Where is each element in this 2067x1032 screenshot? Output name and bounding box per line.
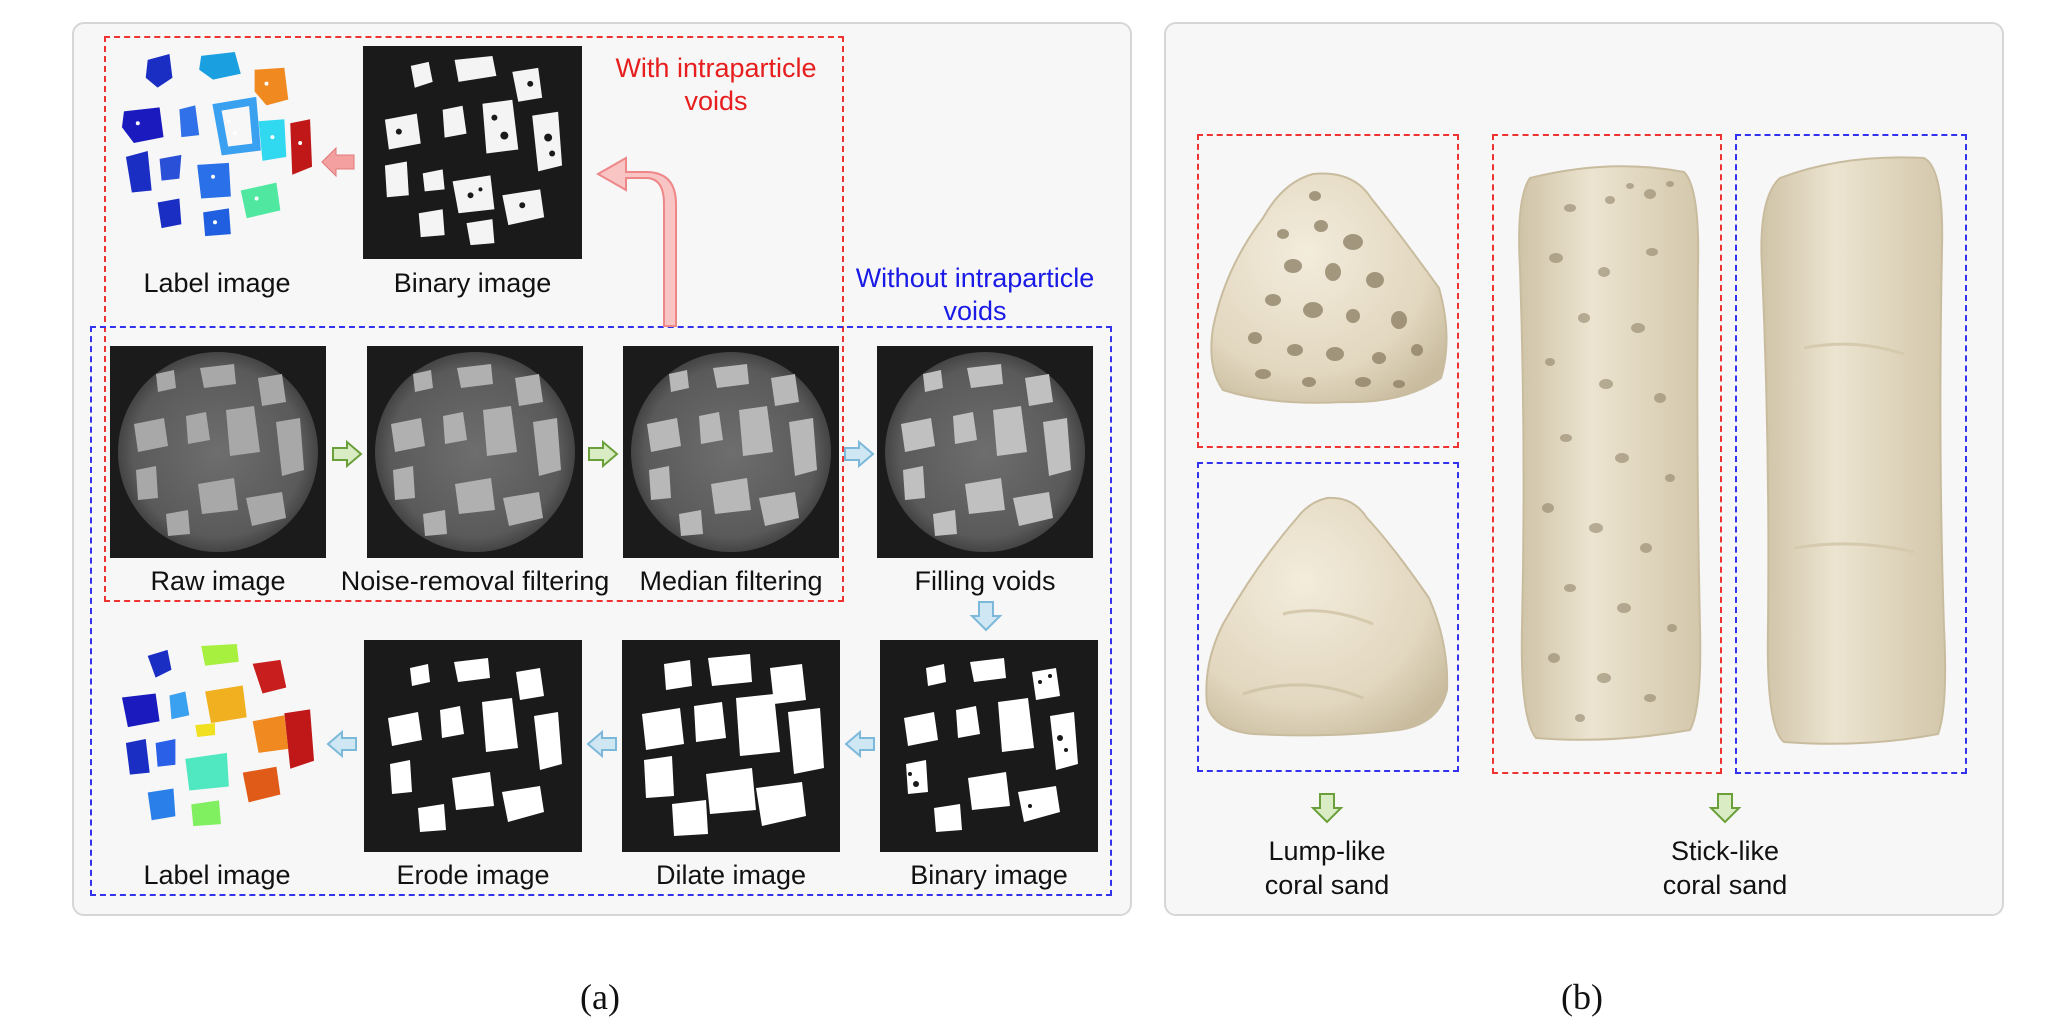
blue-left-arrow-1 [326,729,358,759]
lump-like-label: Lump-like coral sand [1264,836,1390,900]
panel-b-caption: (b) [1561,977,1603,1017]
label-image-top [118,48,316,246]
median-filtering-image [623,346,839,558]
with-voids-region [104,36,844,602]
stick-porous-particle [1500,148,1714,748]
pink-left-arrow [320,146,356,178]
pink-curved-arrow [595,142,700,327]
lump-with-voids-box [1197,134,1459,448]
green-arrow-2 [587,439,619,469]
filling-voids-label: Filling voids [914,566,1056,596]
raw-image-label: Raw image [150,566,286,596]
with-voids-note: With intraparticle voids [615,53,817,116]
green-arrow-1 [331,439,363,469]
lump-porous-particle [1203,168,1453,408]
binary-image-bottom [880,640,1098,852]
noise-removal-label: Noise-removal filtering [340,566,610,596]
blue-arrow-1 [843,439,875,469]
dilate-image-label: Dilate image [655,860,807,890]
filling-voids-image [877,346,1093,558]
without-voids-note: Without intraparticle voids [855,263,1095,326]
panel-a-caption: (a) [580,977,620,1017]
blue-down-arrow [969,600,1003,632]
lump-without-voids-box [1197,462,1459,772]
blue-left-arrow-3 [844,729,876,759]
label-image-bottom [118,642,316,840]
erode-image [364,640,582,852]
green-down-arrow-stick [1708,792,1742,824]
stick-like-label: Stick-like coral sand [1662,836,1788,900]
noise-removal-image [367,346,583,558]
binary-image-bottom-label: Binary image [910,860,1068,890]
stick-smooth-particle [1744,148,1958,748]
median-filtering-label: Median filtering [639,566,823,596]
without-voids-region [90,326,1112,896]
label-image-bottom-label: Label image [143,860,291,890]
binary-image-top [363,46,582,259]
binary-image-top-label: Binary image [393,268,552,298]
blue-left-arrow-2 [586,729,618,759]
stick-with-voids-box [1492,134,1722,774]
lump-smooth-particle [1203,494,1453,740]
label-image-top-label: Label image [143,268,291,298]
dilate-image [622,640,840,852]
green-down-arrow-lump [1310,792,1344,824]
stick-without-voids-box [1735,134,1967,774]
erode-image-label: Erode image [396,860,550,890]
raw-image [110,346,326,558]
